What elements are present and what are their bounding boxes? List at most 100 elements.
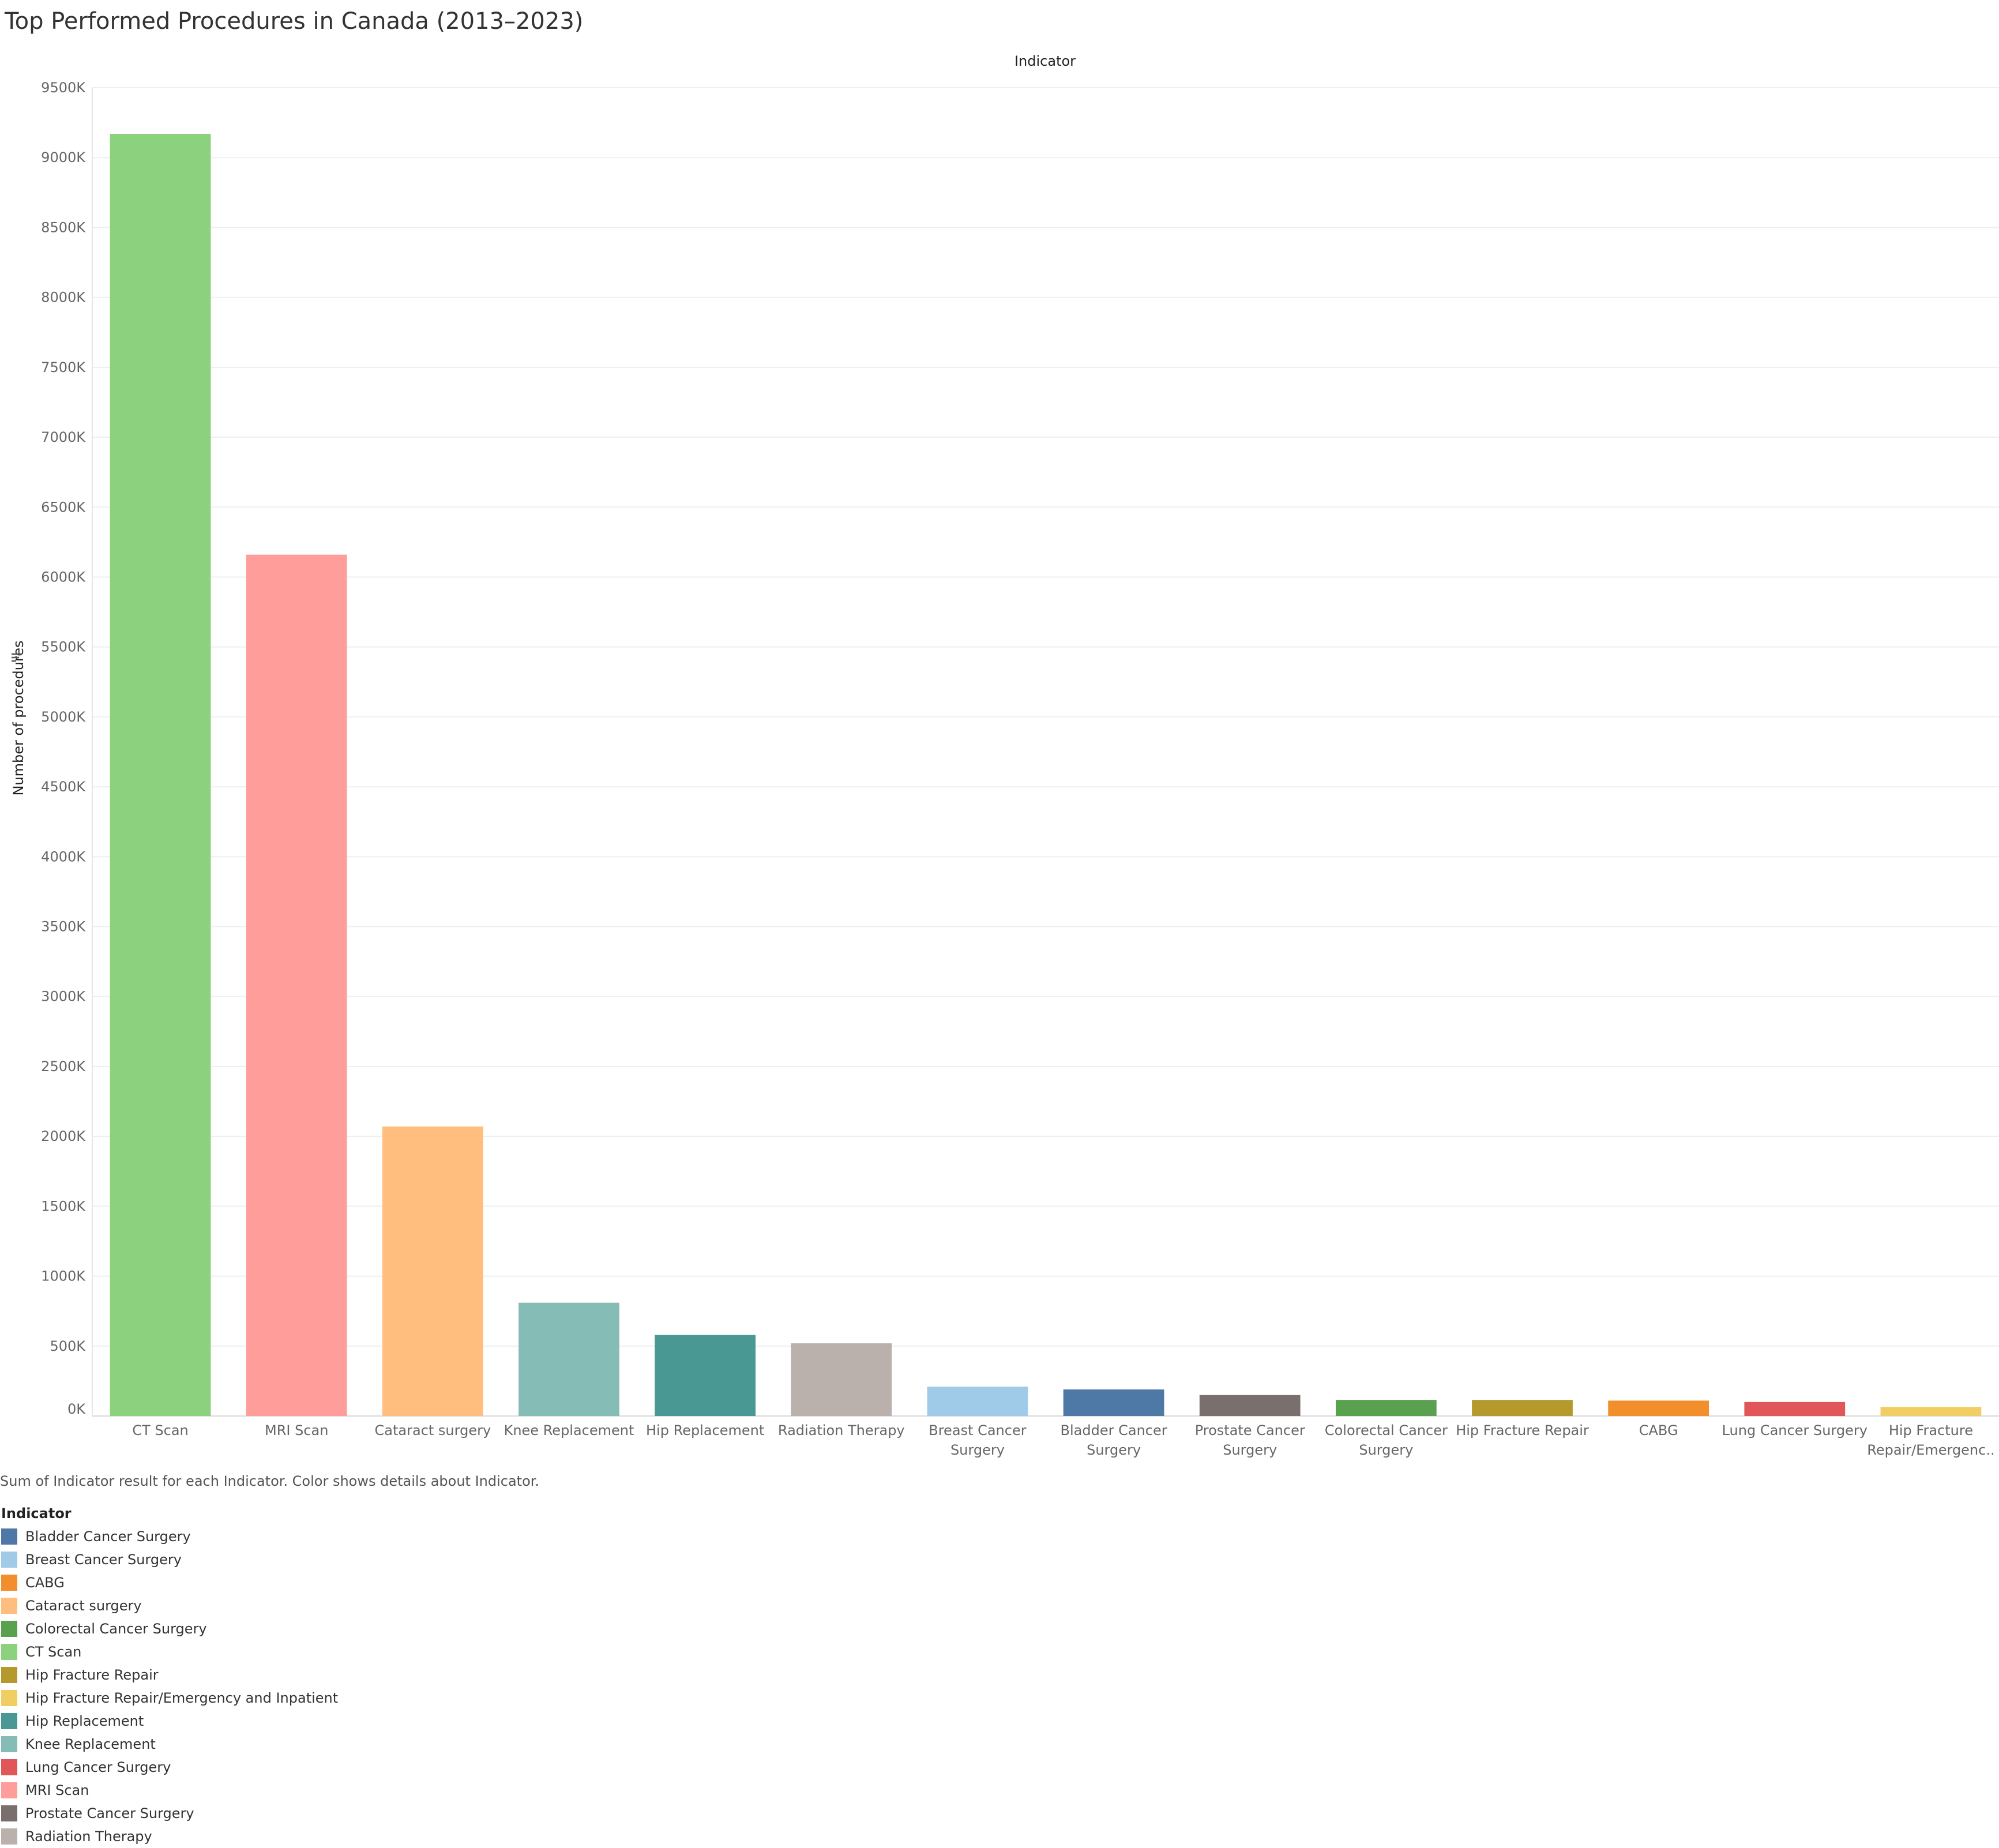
y-axis-title: Number of procedures xyxy=(10,640,27,795)
bar-hip-replacement[interactable] xyxy=(655,1335,756,1416)
bars xyxy=(110,133,1982,1417)
y-axis-ticks: 0K 500K 1000K 1500K 2000K 2500K 3000K 3500K 4000… xyxy=(41,80,86,1417)
legend-label: Prostate Cancer Surgery xyxy=(25,1805,194,1821)
legend-label: Bladder Cancer Surgery xyxy=(25,1528,191,1545)
x-category-label: Hip Replacement xyxy=(646,1422,764,1438)
chart-caption: Sum of Indicator result for each Indicat… xyxy=(0,1473,540,1489)
legend: Indicator Bladder Cancer Surgery Breast C… xyxy=(1,1505,338,1848)
legend-item[interactable]: Hip Fracture Repair xyxy=(1,1663,338,1687)
y-tick-label: 6000K xyxy=(41,569,86,585)
x-category-label: Surgery xyxy=(1223,1442,1277,1458)
y-tick-label: 5500K xyxy=(41,639,86,655)
y-tick-label: 3000K xyxy=(41,989,86,1005)
legend-label: Radiation Therapy xyxy=(25,1828,152,1845)
legend-item[interactable]: Hip Replacement xyxy=(1,1710,338,1733)
legend-swatch xyxy=(1,1828,17,1845)
gridlines xyxy=(92,87,1999,1417)
bar-bladder-cancer-surgery[interactable] xyxy=(1063,1389,1164,1416)
legend-swatch xyxy=(1,1575,17,1591)
legend-item[interactable]: Hip Fracture Repair/Emergency and Inpati… xyxy=(1,1687,338,1710)
legend-swatch xyxy=(1,1736,17,1752)
bar-cataract-surgery[interactable] xyxy=(382,1126,483,1416)
legend-swatch xyxy=(1,1759,17,1775)
x-category-label: Knee Replacement xyxy=(504,1422,634,1438)
bar-radiation-therapy[interactable] xyxy=(791,1343,892,1416)
y-tick-label: 3500K xyxy=(41,919,86,935)
x-category-label: Radiation Therapy xyxy=(778,1422,905,1438)
legend-swatch xyxy=(1,1528,17,1545)
legend-item[interactable]: Cataract surgery xyxy=(1,1594,338,1617)
legend-swatch xyxy=(1,1598,17,1614)
x-category-label: CT Scan xyxy=(132,1422,188,1438)
x-category-label: Surgery xyxy=(1087,1442,1141,1458)
legend-item[interactable]: Lung Cancer Surgery xyxy=(1,1756,338,1779)
x-category-label: Breast Cancer xyxy=(929,1422,1026,1438)
legend-item[interactable]: Breast Cancer Surgery xyxy=(1,1548,338,1571)
x-category-label: MRI Scan xyxy=(265,1422,328,1438)
x-category-label: Surgery xyxy=(1359,1442,1413,1458)
bar-hip-fracture-repair-emergency-and-inpatient[interactable] xyxy=(1880,1407,1982,1416)
legend-item[interactable]: Colorectal Cancer Surgery xyxy=(1,1617,338,1640)
bar-prostate-cancer-surgery[interactable] xyxy=(1199,1395,1301,1416)
legend-item[interactable]: CT Scan xyxy=(1,1640,338,1663)
column-header: Indicator xyxy=(1014,53,1076,69)
legend-title: Indicator xyxy=(1,1505,72,1522)
y-tick-label: 6500K xyxy=(41,499,86,515)
legend-item[interactable]: MRI Scan xyxy=(1,1779,338,1802)
y-tick-label: 0K xyxy=(67,1401,86,1417)
legend-swatch xyxy=(1,1690,17,1706)
y-tick-label: 1000K xyxy=(41,1268,86,1284)
legend-swatch xyxy=(1,1552,17,1568)
legend-label: Lung Cancer Surgery xyxy=(25,1759,171,1775)
legend-item[interactable]: Prostate Cancer Surgery xyxy=(1,1802,338,1825)
x-category-label: Lung Cancer Surgery xyxy=(1722,1422,1868,1438)
x-category-label: Prostate Cancer xyxy=(1195,1422,1305,1438)
legend-label: Knee Replacement xyxy=(25,1736,156,1752)
legend-label: MRI Scan xyxy=(25,1782,89,1798)
legend-swatch xyxy=(1,1667,17,1683)
legend-swatch xyxy=(1,1805,17,1821)
x-category-label: Colorectal Cancer xyxy=(1325,1422,1448,1438)
bar-ct-scan[interactable] xyxy=(110,133,211,1416)
y-tick-label: 9500K xyxy=(41,80,86,96)
legend-swatch xyxy=(1,1644,17,1660)
bar-hip-fracture-repair[interactable] xyxy=(1472,1400,1573,1416)
legend-label: Colorectal Cancer Surgery xyxy=(25,1621,207,1637)
legend-item[interactable]: Radiation Therapy xyxy=(1,1825,338,1848)
legend-label: CT Scan xyxy=(25,1644,82,1660)
legend-swatch xyxy=(1,1713,17,1729)
y-tick-label: 4500K xyxy=(41,779,86,795)
legend-label: CABG xyxy=(25,1575,65,1591)
x-category-label: Surgery xyxy=(950,1442,1005,1458)
x-category-label: Cataract surgery xyxy=(375,1422,491,1438)
y-tick-label: 7500K xyxy=(41,359,86,375)
sort-icon[interactable] xyxy=(10,651,23,666)
bar-lung-cancer-surgery[interactable] xyxy=(1744,1402,1846,1416)
bar-mri-scan[interactable] xyxy=(246,554,347,1417)
y-tick-label: 9000K xyxy=(41,149,86,166)
legend-item[interactable]: Bladder Cancer Surgery xyxy=(1,1525,338,1548)
legend-label: Cataract surgery xyxy=(25,1598,142,1614)
x-axis-labels: CT Scan MRI Scan Cataract surgery Knee Repl… xyxy=(132,1422,1994,1458)
y-tick-label: 7000K xyxy=(41,429,86,445)
bar-chart: 0K 500K 1000K 1500K 2000K 2500K 3000K 3500K 4000… xyxy=(10,80,1999,1458)
bar-colorectal-cancer-surgery[interactable] xyxy=(1335,1400,1437,1416)
legend-label: Hip Fracture Repair xyxy=(25,1667,159,1683)
y-tick-label: 1500K xyxy=(41,1198,86,1214)
legend-item[interactable]: CABG xyxy=(1,1571,338,1594)
bar-cabg[interactable] xyxy=(1608,1400,1709,1416)
legend-swatch xyxy=(1,1782,17,1798)
x-category-label: CABG xyxy=(1639,1422,1678,1438)
legend-swatch xyxy=(1,1621,17,1637)
bar-knee-replacement[interactable] xyxy=(518,1302,619,1416)
bar-breast-cancer-surgery[interactable] xyxy=(927,1387,1028,1416)
legend-items: Bladder Cancer Surgery Breast Cancer Surg… xyxy=(1,1525,338,1848)
x-category-label: Hip Fracture xyxy=(1889,1422,1973,1438)
y-tick-label: 8000K xyxy=(41,290,86,306)
y-tick-label: 2500K xyxy=(41,1058,86,1075)
legend-item[interactable]: Knee Replacement xyxy=(1,1733,338,1756)
y-tick-label: 2000K xyxy=(41,1128,86,1144)
x-category-label: Bladder Cancer xyxy=(1061,1422,1167,1438)
y-tick-label: 4000K xyxy=(41,848,86,865)
y-tick-label: 500K xyxy=(50,1338,86,1354)
